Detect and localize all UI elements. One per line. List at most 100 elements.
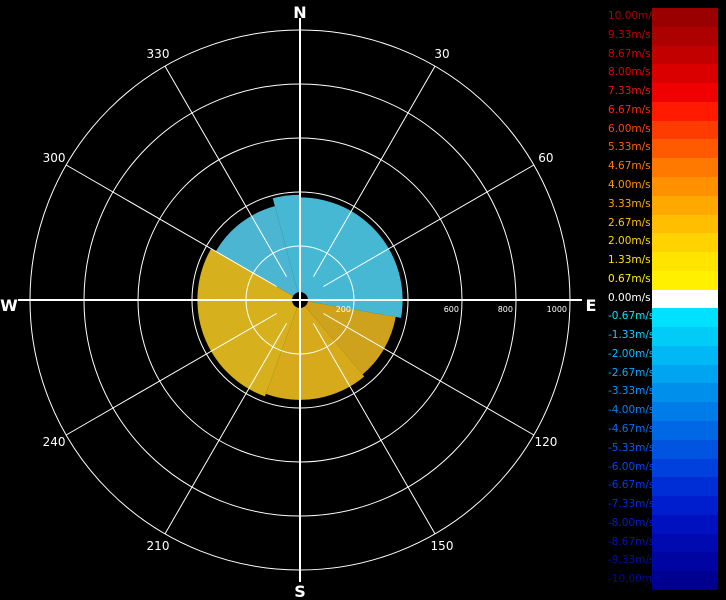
legend-row: -4.67m/s <box>606 421 718 440</box>
legend-row: 10.00m/s <box>606 8 718 27</box>
legend-row: 0.67m/s <box>606 270 718 290</box>
range-label-200: 200 <box>336 305 351 314</box>
legend-swatch <box>652 496 718 515</box>
legend-row: 9.33m/s <box>606 26 718 46</box>
spoke-150 <box>313 323 436 535</box>
range-label-1000: 1000 <box>547 305 567 314</box>
legend-swatch <box>652 439 718 459</box>
legend-swatch <box>652 289 718 309</box>
spoke-240 <box>65 313 277 436</box>
spoke-330 <box>164 65 287 277</box>
legend-row: 3.33m/s <box>606 195 718 215</box>
legend-swatch <box>652 64 718 84</box>
bearing-label-120: 120 <box>534 435 557 449</box>
legend-row: 4.67m/s <box>606 158 718 177</box>
legend-row: 4.00m/s <box>606 176 718 196</box>
legend-row: 8.67m/s <box>606 45 718 65</box>
legend-row: -10.00m/s <box>606 571 718 590</box>
legend-row: -7.33m/s <box>606 496 718 515</box>
legend-label: 0.67m/s <box>608 272 651 285</box>
spoke-210 <box>164 323 287 535</box>
legend-swatch <box>652 83 718 102</box>
legend-swatch <box>652 252 718 271</box>
legend-swatch <box>652 308 718 328</box>
legend-swatch <box>652 139 718 159</box>
legend-row: 6.67m/s <box>606 101 718 121</box>
legend-label: -7.33m/s <box>608 498 655 511</box>
legend-label: -6.00m/s <box>608 460 655 473</box>
legend-label: -10.00m/s <box>608 573 662 586</box>
legend-row: 1.33m/s <box>606 252 718 271</box>
legend-label: 3.33m/s <box>608 197 651 210</box>
legend-swatch <box>652 402 718 422</box>
legend-swatch <box>652 26 718 46</box>
legend-label: 2.00m/s <box>608 235 651 248</box>
legend-row: 2.00m/s <box>606 233 718 253</box>
legend-label: 9.33m/s <box>608 28 651 41</box>
legend-row: -0.67m/s <box>606 308 718 328</box>
spoke-300 <box>65 164 277 287</box>
echo-sector-1 <box>300 300 396 375</box>
spoke-30 <box>313 65 436 277</box>
legend-swatch <box>652 101 718 121</box>
legend-row: -9.33m/s <box>606 552 718 572</box>
bearing-label-210: 210 <box>147 539 170 553</box>
legend-row: 5.33m/s <box>606 139 718 159</box>
legend-label: 1.33m/s <box>608 254 651 267</box>
legend-row: 0.00m/s <box>606 289 718 309</box>
bearing-label-240: 240 <box>43 435 66 449</box>
bearing-label-330: 330 <box>147 47 170 61</box>
legend-swatch <box>652 176 718 196</box>
legend-label: -3.33m/s <box>608 385 655 398</box>
bearing-label-60: 60 <box>538 151 553 165</box>
compass-south: S <box>294 582 306 600</box>
legend-label: -2.00m/s <box>608 347 655 360</box>
legend-label: -6.67m/s <box>608 479 655 492</box>
spoke-120 <box>323 313 535 436</box>
legend-row: -8.00m/s <box>606 514 718 534</box>
spoke-60 <box>323 164 535 287</box>
range-label-800: 800 <box>498 305 513 314</box>
legend-swatch <box>652 233 718 253</box>
legend-swatch <box>652 345 718 365</box>
legend-row: -2.00m/s <box>606 345 718 365</box>
echo-sector-2 <box>265 300 365 400</box>
legend-label: 2.67m/s <box>608 216 651 229</box>
range-label-600: 600 <box>444 305 459 314</box>
legend-label: 10.00m/s <box>608 10 658 22</box>
legend-row: -3.33m/s <box>606 383 718 403</box>
legend-label: -0.67m/s <box>608 310 655 323</box>
legend-label: 6.00m/s <box>608 122 651 135</box>
legend-swatch <box>652 458 718 478</box>
legend-label: 0.00m/s <box>608 291 651 304</box>
legend-swatch <box>652 327 718 346</box>
legend-label: -8.00m/s <box>608 516 655 529</box>
legend-row: 8.00m/s <box>606 64 718 84</box>
legend-label: 6.67m/s <box>608 103 651 116</box>
legend-swatch <box>652 533 718 553</box>
legend-label: -2.67m/s <box>608 366 655 379</box>
legend-row: -5.33m/s <box>606 439 718 459</box>
legend-row: -4.00m/s <box>606 402 718 422</box>
legend-label: 4.00m/s <box>608 178 651 191</box>
legend-label: 8.67m/s <box>608 47 651 60</box>
legend-row: -6.67m/s <box>606 477 718 497</box>
legend-label: 4.67m/s <box>608 160 651 173</box>
legend-swatch <box>652 552 718 572</box>
legend-swatch <box>652 514 718 534</box>
legend-swatch <box>652 477 718 497</box>
compass-north: N <box>293 3 306 22</box>
legend-row: 2.67m/s <box>606 214 718 234</box>
legend-swatch <box>652 195 718 215</box>
legend-row: -1.33m/s <box>606 327 718 346</box>
bearing-labels: N E S W 30 60 120 150 210 240 300 330 200 600 800 1000 <box>0 3 596 600</box>
radar-ppi-plot: N E S W 30 60 120 150 210 240 300 330 200 600 800 1000 <box>0 3 596 600</box>
legend-label: -5.33m/s <box>608 441 655 454</box>
bearing-label-150: 150 <box>431 539 454 553</box>
legend-swatch <box>652 120 718 140</box>
legend-label: -1.33m/s <box>608 329 655 342</box>
range-grid <box>18 18 582 582</box>
legend-row: -8.67m/s <box>606 533 718 553</box>
legend-swatch <box>652 571 718 590</box>
legend-label: 5.33m/s <box>608 141 651 154</box>
